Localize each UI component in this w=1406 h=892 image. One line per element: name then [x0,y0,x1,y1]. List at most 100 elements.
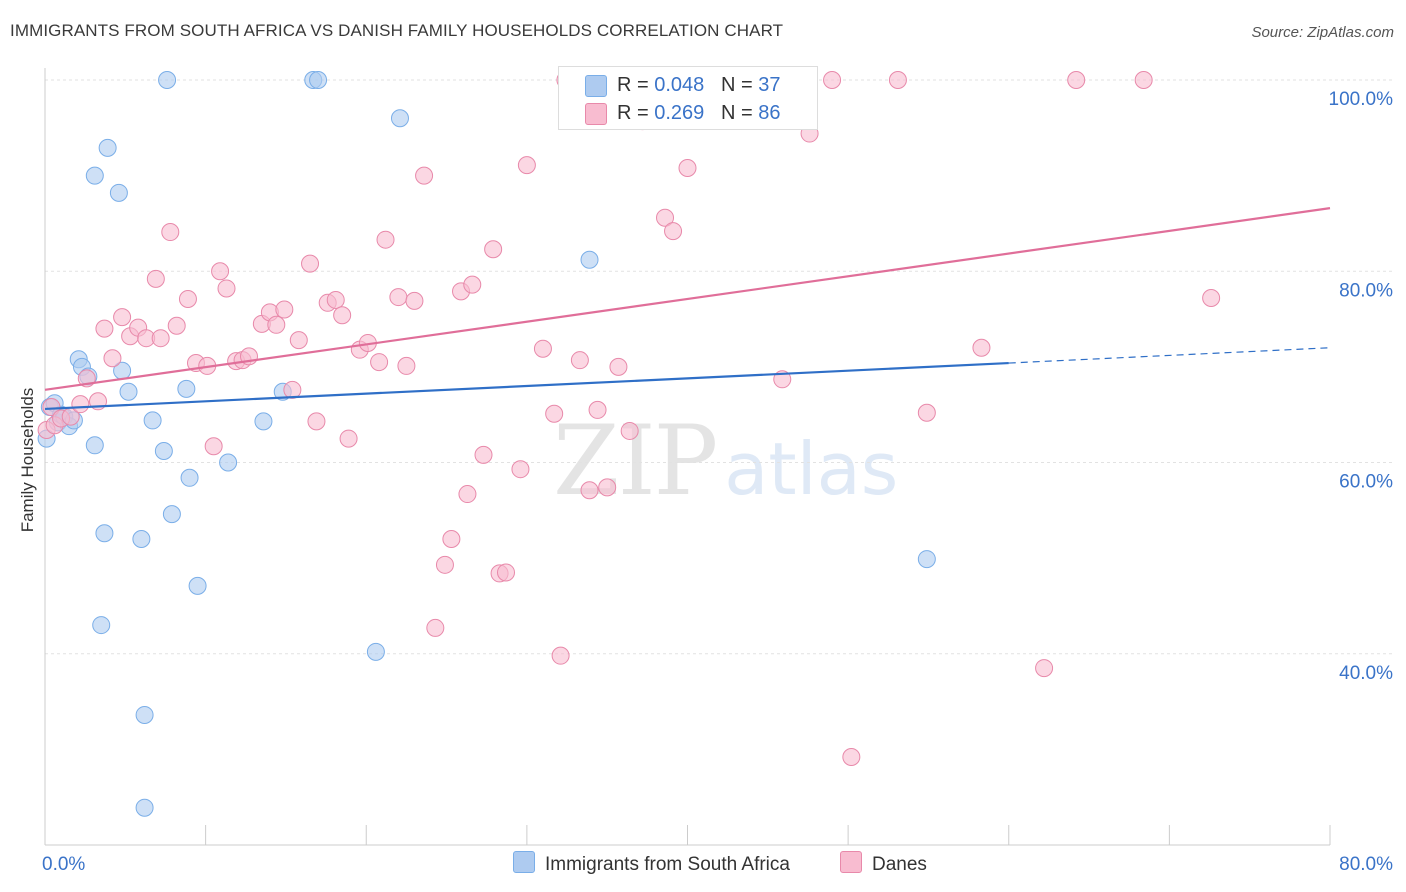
point-danes [326,290,345,309]
point-danes [71,395,90,414]
point-danes [397,356,416,375]
point-danes [42,398,61,417]
point-danes [496,563,515,582]
point-immigrants [135,798,154,817]
point-immigrants [917,550,936,569]
legend-bottom-swatch-immigrants [513,851,535,873]
chart-title: IMMIGRANTS FROM SOUTH AFRICA VS DANISH F… [10,21,784,40]
point-danes [1202,289,1221,308]
point-danes [598,478,617,497]
point-danes [376,230,395,249]
point-danes [545,404,564,423]
point-danes [442,530,461,548]
legend-stats-immigrants: R = 0.048 N = 37 [617,74,781,96]
point-immigrants [188,576,207,595]
point-immigrants [95,524,114,543]
point-danes [1035,659,1054,678]
point-danes [458,485,477,504]
point-danes [161,223,180,242]
axes [44,68,1331,846]
legend-stats-danes: R = 0.269 N = 86 [617,102,781,124]
point-danes [339,429,358,448]
point-danes [1134,71,1153,89]
point-danes [517,156,536,175]
y-tick-label: 100.0% [1329,89,1394,110]
point-immigrants [580,250,599,269]
legend-swatch-danes [585,103,607,125]
trend-lines [44,207,1331,411]
point-danes [474,445,493,464]
point-danes [275,300,294,319]
point-immigrants [366,642,385,661]
point-danes [267,315,286,334]
trend-line-immigrants-projection [1008,347,1331,364]
legend-item-danes: Danes [840,851,927,876]
point-danes [307,412,326,431]
point-danes [204,437,223,456]
legend-swatch-immigrants [585,75,607,97]
point-danes [178,289,197,308]
trend-line-danes [44,207,1331,391]
point-immigrants [85,436,104,455]
point-danes [917,403,936,422]
point-danes [217,279,236,298]
point-danes [533,339,552,358]
point-danes [389,288,408,307]
point-immigrants [254,412,273,431]
watermark-zip: ZIP [553,405,718,517]
point-danes [842,748,861,767]
x-tick-label: 0.0% [42,854,85,875]
point-danes [972,338,991,357]
point-danes [211,262,230,281]
data-points [37,71,1221,817]
y-axis-label: Family Households [18,387,37,533]
legend-bottom-label-immigrants: Immigrants from South Africa [545,854,790,875]
point-immigrants [98,138,117,157]
trend-line-immigrants [44,361,1009,411]
point-danes [1067,71,1086,89]
point-danes [333,306,352,325]
point-danes [609,357,628,376]
point-danes [283,380,302,399]
point-danes [678,158,697,177]
correlation-legend: R = 0.048 N = 37 R = 0.269 N = 86 [558,66,818,130]
point-danes [484,240,503,259]
point-danes [570,351,589,370]
tick-labels: 40.0% 60.0% 80.0% 100.0% 0.0% 80.0% [42,89,1393,875]
point-danes [463,275,482,294]
point-danes [551,646,570,665]
point-danes [95,319,114,338]
legend-item-immigrants: Immigrants from South Africa [513,851,790,876]
point-immigrants [154,442,173,461]
point-danes [664,222,683,241]
legend-bottom-swatch-danes [840,851,862,873]
point-danes [289,331,308,350]
point-immigrants [143,411,162,430]
point-danes [301,254,320,273]
point-danes [511,460,530,479]
point-danes [580,481,599,500]
point-danes [656,208,675,227]
point-danes [151,329,170,348]
point-danes [146,269,165,288]
point-danes [888,71,907,89]
point-immigrants [85,166,104,185]
point-immigrants [177,379,196,398]
point-immigrants [162,505,181,524]
point-danes [405,291,424,310]
point-danes [435,555,454,574]
point-danes [113,308,132,327]
point-danes [823,71,842,89]
point-immigrants [390,109,409,128]
legend-bottom-label-danes: Danes [872,854,927,875]
point-immigrants [158,71,177,89]
point-immigrants [119,382,138,401]
point-immigrants [109,183,128,202]
watermark-atlas: atlas [724,427,899,511]
point-danes [103,349,122,368]
watermark: ZIP atlas [553,405,898,517]
point-danes [620,421,639,440]
point-immigrants [92,616,111,635]
y-tick-label: 60.0% [1339,472,1393,493]
